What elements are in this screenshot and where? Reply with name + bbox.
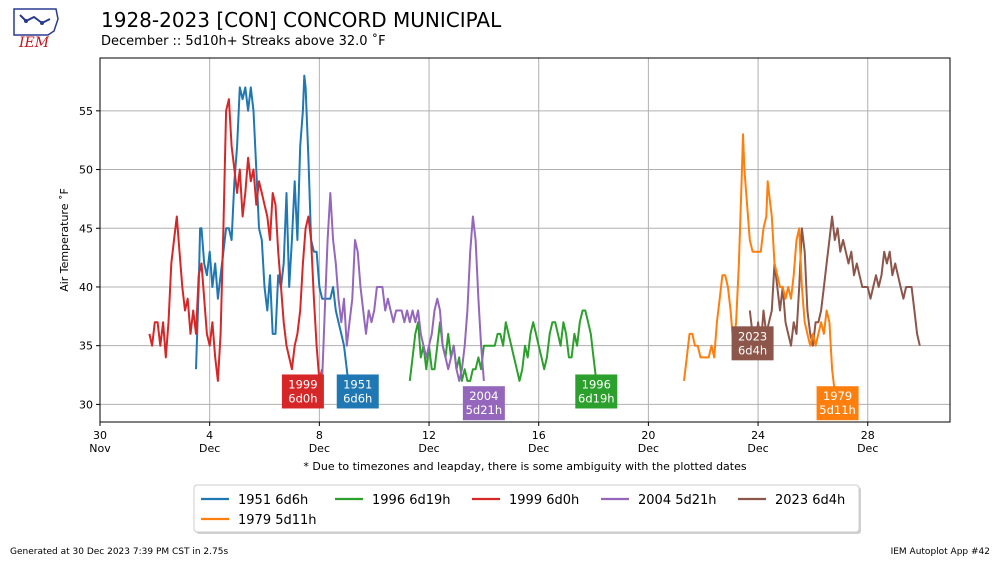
x-tick-label: Dec: [747, 442, 768, 455]
series-line-2023: [748, 215, 921, 347]
series-label-text: 1999: [288, 377, 317, 391]
x-tick-label: Dec: [418, 442, 439, 455]
series-label-text: 6d6h: [343, 391, 372, 405]
generated-timestamp: Generated at 30 Dec 2023 7:39 PM CST in …: [10, 547, 229, 557]
iem-logo: IEM: [13, 8, 59, 51]
series-label-text: 6d4h: [738, 343, 767, 357]
x-tick-label: Dec: [857, 442, 878, 455]
legend-entry: 2023 6d4h: [775, 493, 845, 508]
series-label-text: 1951: [343, 377, 372, 391]
x-tick-label: Dec: [199, 442, 220, 455]
chart-subtitle: December :: 5d10h+ Streaks above 32.0 ˚F: [101, 34, 386, 49]
x-axis-note: * Due to timezones and leapday, there is…: [303, 460, 747, 473]
x-tick-label: 4: [206, 429, 213, 442]
series-line-1996: [408, 309, 598, 382]
y-tick-label: 45: [79, 222, 93, 235]
x-tick-label: 12: [422, 429, 436, 442]
y-tick-label: 35: [79, 340, 93, 353]
series-label-box: [336, 374, 379, 409]
series-line-1951: [195, 74, 350, 382]
series-label-text: 2004: [469, 389, 498, 403]
y-tick-label: 55: [79, 105, 93, 118]
x-tick-label: 16: [532, 429, 546, 442]
x-tick-label: 8: [316, 429, 323, 442]
legend-entry: 1996 6d19h: [372, 493, 451, 508]
series-line-2004: [321, 192, 485, 382]
x-tick-label: Dec: [528, 442, 549, 455]
series-label-text: 2023: [738, 329, 767, 343]
x-tick-label: 28: [861, 429, 875, 442]
series-label-text: 6d19h: [578, 391, 615, 405]
series-label-box: [462, 386, 505, 421]
legend-entry: 1999 6d0h: [509, 493, 579, 508]
app-id: IEM Autoplot App #42: [890, 547, 990, 557]
series-label-text: 6d0h: [288, 391, 317, 405]
x-tick-label: Dec: [638, 442, 659, 455]
legend-entry: 2004 5d21h: [638, 493, 717, 508]
series-line-1999: [148, 98, 324, 382]
series-line-1979: [683, 133, 836, 393]
series-label-text: 5d21h: [466, 403, 503, 417]
y-tick-label: 40: [79, 281, 93, 294]
series-label-box: [575, 374, 618, 409]
y-axis-label: Air Temperature ˚F: [58, 188, 71, 292]
series-label-box: [281, 374, 324, 409]
series-label-box: [731, 326, 774, 361]
chart-title: 1928-2023 [CON] CONCORD MUNICIPAL: [101, 8, 502, 32]
y-tick-label: 50: [79, 164, 93, 177]
x-tick-label: 24: [751, 429, 765, 442]
legend-entry: 1979 5d11h: [238, 513, 317, 528]
x-tick-label: 20: [641, 429, 655, 442]
y-tick-label: 30: [79, 398, 93, 411]
legend-entry: 1951 6d6h: [238, 493, 308, 508]
plot-frame: [99, 57, 951, 423]
x-tick-label: 30: [93, 429, 107, 442]
svg-text:IEM: IEM: [18, 35, 50, 51]
x-tick-label: Dec: [309, 442, 330, 455]
series-label-box: [816, 386, 859, 421]
series-label-text: 5d11h: [819, 403, 856, 417]
legend-box: [193, 484, 860, 533]
x-tick-label: Nov: [89, 442, 111, 455]
series-label-text: 1979: [823, 389, 852, 403]
series-label-text: 1996: [582, 377, 611, 391]
